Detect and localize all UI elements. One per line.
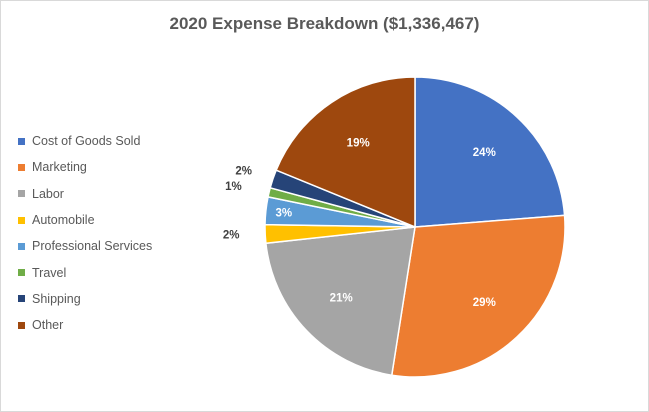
data-label-automobile: 2% xyxy=(223,230,240,242)
legend-label: Travel xyxy=(32,265,67,280)
legend-label: Cost of Goods Sold xyxy=(32,134,141,149)
legend-item-marketing: Marketing xyxy=(18,154,218,180)
legend-label: Professional Services xyxy=(32,239,153,254)
legend-item-shipping: Shipping xyxy=(18,286,218,312)
data-label-shipping: 2% xyxy=(235,165,252,177)
legend-swatch xyxy=(18,216,25,224)
legend-swatch xyxy=(18,163,25,171)
data-label-professional-services: 3% xyxy=(275,208,292,220)
legend-label: Labor xyxy=(32,186,64,201)
data-label-cost-of-goods-sold: 24% xyxy=(473,147,496,159)
legend-item-cost-of-goods-sold: Cost of Goods Sold xyxy=(18,128,218,154)
chart-legend: Cost of Goods Sold Marketing Labor Automobi… xyxy=(18,128,218,338)
pie-slice-labor xyxy=(265,226,416,377)
data-label-travel: 1% xyxy=(225,181,242,193)
legend-swatch xyxy=(18,295,25,303)
data-label-other: 19% xyxy=(347,137,370,149)
legend-label: Other xyxy=(32,318,64,333)
legend-label: Automobile xyxy=(32,213,95,228)
legend-item-professional-services: Professional Services xyxy=(18,233,218,259)
legend-swatch xyxy=(18,190,25,198)
legend-label: Marketing xyxy=(32,160,87,175)
pie-slice-other xyxy=(275,76,416,229)
pie-slice-marketing xyxy=(390,214,566,378)
data-label-marketing: 29% xyxy=(473,297,496,309)
legend-item-other: Other xyxy=(18,312,218,338)
legend-swatch xyxy=(18,269,25,277)
data-label-labor: 21% xyxy=(330,292,353,304)
legend-swatch xyxy=(18,242,25,250)
legend-swatch xyxy=(18,321,25,329)
chart-title: 2020 Expense Breakdown ($1,336,467) xyxy=(169,14,480,33)
legend-item-travel: Travel xyxy=(18,259,218,285)
legend-label: Shipping xyxy=(32,291,81,306)
legend-swatch xyxy=(18,137,25,145)
legend-item-automobile: Automobile xyxy=(18,207,218,233)
pie-slice-cost-of-goods-sold xyxy=(414,76,566,228)
legend-item-labor: Labor xyxy=(18,181,218,207)
